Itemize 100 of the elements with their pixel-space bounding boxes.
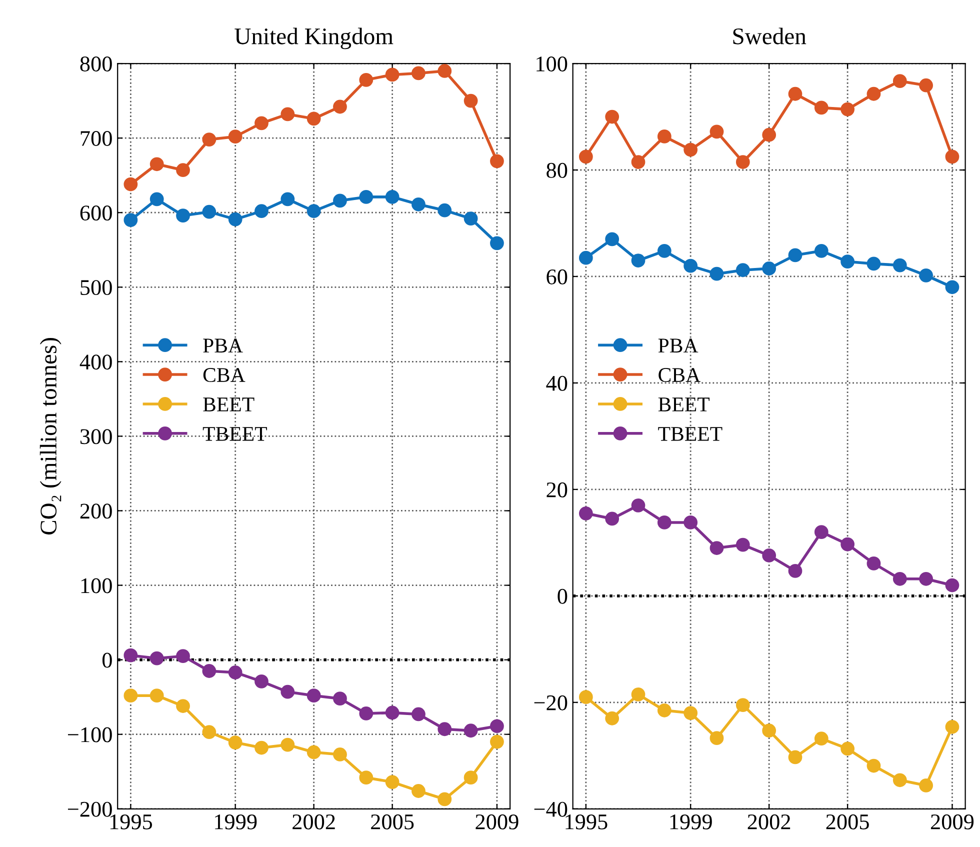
point bbox=[306, 112, 321, 126]
point bbox=[788, 750, 802, 764]
point bbox=[945, 150, 960, 164]
point bbox=[412, 784, 426, 798]
legend-label: PBA bbox=[203, 338, 243, 352]
point bbox=[866, 86, 881, 101]
point bbox=[657, 244, 672, 258]
point bbox=[762, 724, 776, 738]
point bbox=[919, 78, 933, 92]
point bbox=[788, 248, 802, 262]
point bbox=[892, 74, 907, 88]
point bbox=[176, 699, 190, 713]
point bbox=[438, 64, 452, 78]
point bbox=[280, 192, 295, 206]
point bbox=[333, 194, 347, 208]
point bbox=[814, 525, 828, 539]
point bbox=[124, 177, 138, 192]
point bbox=[814, 732, 828, 746]
point bbox=[150, 651, 164, 666]
point bbox=[150, 688, 164, 703]
chart-title: Sweden bbox=[733, 28, 806, 44]
x-tick-label: 1995 bbox=[566, 814, 608, 830]
y-tick-label: 600 bbox=[80, 206, 112, 221]
point bbox=[840, 102, 855, 116]
point bbox=[631, 155, 646, 169]
point bbox=[176, 163, 190, 178]
point bbox=[657, 703, 672, 718]
point bbox=[306, 204, 321, 218]
point bbox=[464, 212, 478, 226]
y-tick-label: 200 bbox=[80, 504, 112, 519]
y-tick-label: 0 bbox=[558, 588, 568, 604]
point bbox=[840, 537, 855, 552]
y-tick-label: −200 bbox=[68, 802, 112, 817]
point bbox=[657, 130, 672, 144]
point bbox=[762, 262, 776, 276]
point bbox=[631, 498, 646, 512]
point bbox=[892, 773, 907, 788]
point bbox=[359, 706, 374, 720]
legend-label: TBEET bbox=[202, 427, 267, 441]
point bbox=[150, 157, 164, 172]
point bbox=[124, 213, 138, 227]
point bbox=[490, 236, 504, 250]
point bbox=[202, 725, 216, 740]
point bbox=[228, 666, 242, 680]
point bbox=[385, 190, 400, 204]
point bbox=[254, 116, 268, 130]
y-tick-label: 300 bbox=[80, 429, 112, 444]
x-tick-label: 2005 bbox=[371, 814, 414, 830]
point bbox=[202, 204, 216, 219]
point bbox=[124, 648, 138, 662]
point bbox=[333, 692, 347, 706]
legend-label: CBA bbox=[658, 368, 700, 382]
chart-title: United Kingdom bbox=[234, 28, 394, 50]
point bbox=[412, 197, 426, 212]
point bbox=[578, 250, 593, 265]
point bbox=[359, 770, 374, 785]
y-tick-label: −100 bbox=[68, 727, 112, 742]
point bbox=[490, 719, 504, 734]
point bbox=[840, 742, 855, 756]
legend-label: TBEET bbox=[658, 427, 722, 441]
y-tick-label: 700 bbox=[80, 130, 112, 146]
point bbox=[710, 541, 724, 555]
point bbox=[176, 208, 190, 223]
y-tick-label: 400 bbox=[80, 354, 112, 370]
point bbox=[762, 548, 776, 562]
point bbox=[490, 734, 504, 749]
point bbox=[736, 155, 750, 169]
point bbox=[684, 516, 698, 530]
point bbox=[605, 232, 620, 246]
point bbox=[280, 738, 295, 752]
point bbox=[228, 736, 242, 750]
y-tick-label: 800 bbox=[80, 56, 112, 72]
point bbox=[412, 707, 426, 722]
x-tick-label: 2009 bbox=[476, 814, 518, 830]
y-tick-label: −20 bbox=[534, 695, 568, 710]
point bbox=[788, 564, 802, 578]
point bbox=[736, 263, 750, 278]
point bbox=[578, 506, 593, 520]
point bbox=[385, 706, 400, 720]
point bbox=[945, 720, 960, 734]
x-tick-label: 1995 bbox=[110, 814, 152, 830]
y-axis-title: CO₂ (million tonnes) bbox=[40, 338, 62, 534]
point bbox=[866, 556, 881, 570]
point bbox=[736, 698, 750, 712]
x-tick-label: 1999 bbox=[215, 814, 257, 830]
legend-label: BEET bbox=[203, 398, 254, 412]
point bbox=[736, 538, 750, 552]
x-tick-label: 1999 bbox=[670, 814, 712, 830]
y-tick-label: 80 bbox=[546, 162, 568, 178]
y-tick-label: 100 bbox=[536, 56, 568, 72]
point bbox=[631, 254, 646, 268]
point bbox=[710, 124, 724, 139]
point bbox=[176, 649, 190, 664]
point bbox=[333, 100, 347, 114]
point bbox=[945, 280, 960, 294]
point bbox=[684, 706, 698, 720]
point bbox=[359, 72, 374, 87]
point bbox=[333, 748, 347, 762]
point bbox=[657, 516, 672, 530]
point bbox=[684, 258, 698, 273]
